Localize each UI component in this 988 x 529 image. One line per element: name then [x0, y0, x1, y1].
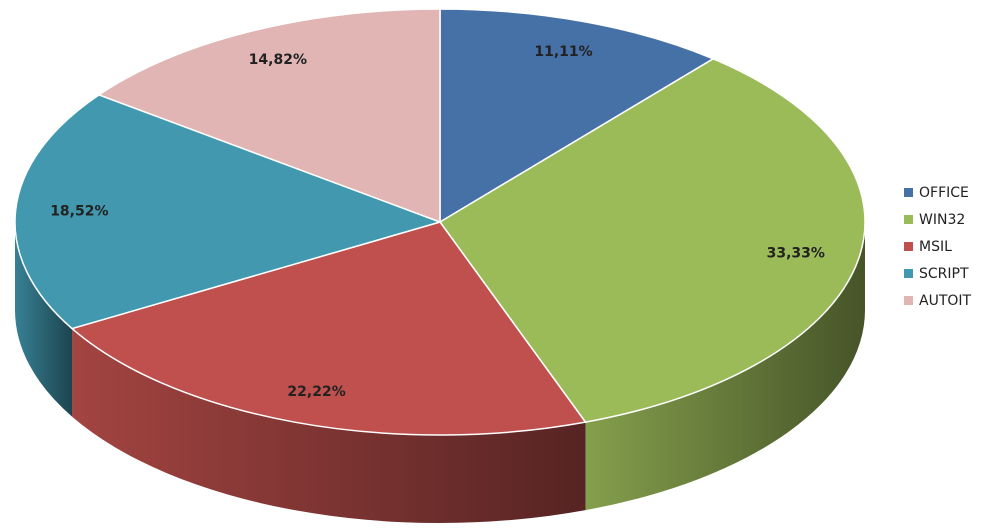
- value-label: 11,11%: [534, 44, 592, 60]
- legend-swatch: [904, 269, 913, 278]
- legend-label: SCRIPT: [919, 266, 969, 282]
- slice: [70, 221, 587, 436]
- slice: [14, 94, 443, 330]
- slice: [438, 57, 866, 423]
- slice: [97, 8, 441, 224]
- slice-side: [585, 222, 865, 511]
- value-label: 33,33%: [767, 245, 825, 261]
- slice: [439, 8, 715, 224]
- legend-label: OFFICE: [919, 185, 969, 201]
- slice-side: [72, 328, 586, 523]
- legend-swatch: [904, 188, 913, 197]
- legend-label: AUTOIT: [919, 293, 972, 309]
- value-label: 14,82%: [249, 52, 307, 68]
- value-label: 22,22%: [287, 384, 345, 400]
- slice-side: [15, 222, 73, 417]
- legend-swatch: [904, 296, 913, 305]
- legend-swatch: [904, 242, 913, 251]
- legend-label: WIN32: [919, 212, 965, 228]
- legend-swatch: [904, 215, 913, 224]
- value-label: 18,52%: [50, 204, 108, 220]
- legend-label: MSIL: [919, 239, 952, 255]
